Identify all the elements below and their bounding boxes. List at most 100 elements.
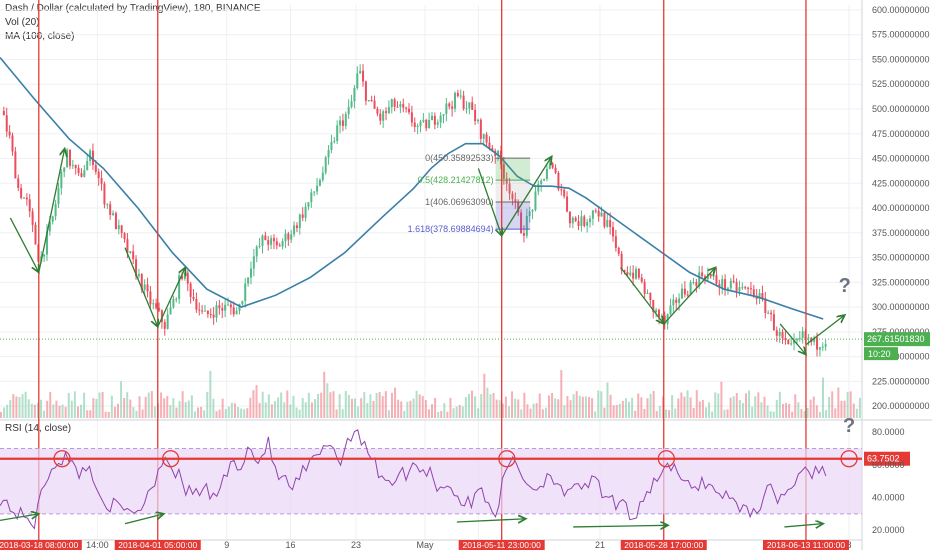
candle-body [89, 150, 92, 161]
ma-100-line [0, 56, 824, 320]
candle-body [198, 309, 201, 311]
date-badge [620, 540, 707, 550]
candle-body [448, 103, 451, 107]
candle-body [781, 331, 784, 339]
candle-body [729, 280, 732, 289]
swing-arrow [38, 149, 65, 273]
volume-bar [406, 401, 409, 418]
price-axis-tick: 350.00000000 [872, 253, 930, 263]
candle-body [2, 110, 5, 116]
volume-bar [24, 391, 27, 418]
volume-bar [233, 403, 236, 418]
candle-body [83, 170, 86, 177]
volume-bar [92, 398, 95, 418]
candle-body [359, 70, 362, 74]
candle-body [537, 183, 540, 192]
candle-body [103, 183, 106, 205]
candle-body [48, 221, 51, 232]
volume-bar [745, 393, 748, 418]
candle-body [31, 211, 34, 225]
candle-body [313, 191, 316, 193]
volume-bar [341, 409, 344, 418]
volume-bar [538, 393, 541, 418]
candle-body [149, 291, 152, 305]
volume-bar [89, 410, 92, 418]
volume-bar [489, 394, 492, 418]
candle-body [264, 235, 267, 241]
price-axis-tick: 400.00000000 [872, 203, 930, 213]
candle-body [514, 199, 517, 202]
candle-body [551, 163, 554, 168]
volume-bar [49, 392, 52, 418]
volume-bar [249, 397, 252, 418]
current-price-badge-text: 267.61501830 [867, 334, 925, 344]
volume-bar [849, 391, 852, 418]
candle-body [686, 294, 689, 296]
volume-bar [113, 406, 116, 418]
current-price-badge [864, 332, 930, 347]
volume-bar [683, 396, 686, 418]
candle-body [204, 310, 207, 312]
volume-bar [390, 392, 393, 418]
time-axis-tick: 8 [847, 540, 852, 550]
volume-bar [449, 397, 452, 418]
volume-bar [680, 392, 683, 418]
candle-body [181, 275, 184, 279]
volume-bar [224, 409, 227, 418]
candle-body [683, 288, 686, 295]
candle-body [333, 141, 336, 143]
candle-body [189, 283, 192, 297]
volume-bar [317, 393, 320, 418]
volume-bar [671, 395, 674, 418]
candle-body [163, 322, 166, 329]
volume-bar [295, 407, 298, 418]
volume-bar [76, 406, 79, 418]
candle-body [106, 204, 109, 206]
swing-arrow [663, 267, 716, 325]
candle-body [617, 247, 620, 254]
price-axis-tick: 575.00000000 [872, 30, 930, 40]
volume-bar [640, 397, 643, 418]
price-axis-tick: 525.00000000 [872, 79, 930, 89]
volume-bar [594, 411, 597, 418]
candle-body [775, 330, 778, 336]
candle-body [45, 231, 48, 255]
volume-bar [252, 390, 255, 418]
volume-bar [858, 397, 861, 418]
price-axis-tick: 600.00000000 [872, 5, 930, 15]
candle-body [91, 150, 94, 165]
volume-bar [354, 398, 357, 418]
volume-bar [40, 399, 43, 418]
candle-body [238, 304, 241, 311]
volume-bar [517, 399, 520, 418]
candle-body [261, 235, 264, 246]
volume-bar [240, 408, 243, 418]
volume-bar [203, 410, 206, 418]
candle-body [77, 167, 80, 174]
candle-body [94, 164, 97, 172]
candle-body [655, 309, 658, 313]
candle-body [744, 287, 747, 289]
candle-body [229, 304, 232, 308]
volume-bar [495, 399, 498, 418]
candle-body [749, 288, 752, 290]
candle-body [629, 272, 632, 276]
volume-bar [492, 392, 495, 418]
time-axis-tick: May [416, 540, 434, 550]
volume-bar [126, 392, 129, 418]
volume-bar [520, 409, 523, 418]
volume-indicator-label: Vol (20) [5, 17, 40, 28]
swing-arrow [501, 157, 552, 237]
candle-body [316, 185, 319, 192]
volume-bar [132, 407, 135, 418]
volume-bar [791, 411, 794, 418]
candle-body [813, 337, 816, 342]
volume-bar [757, 392, 760, 418]
volume-bar [116, 403, 119, 418]
price-axis-tick: 550.00000000 [872, 54, 930, 64]
volume-bar [738, 399, 741, 418]
volume-bar [55, 400, 58, 418]
candle-body [577, 221, 580, 226]
candle-body [140, 273, 143, 290]
